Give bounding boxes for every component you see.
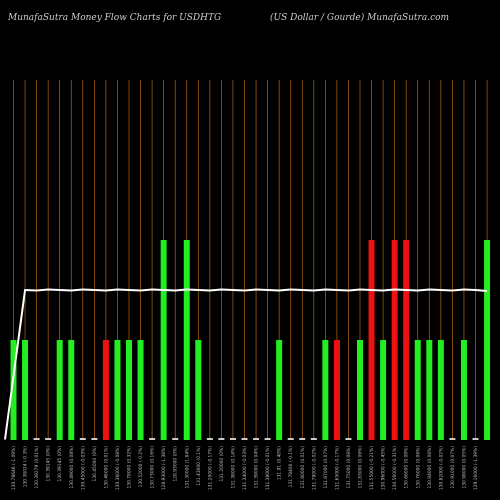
x-tick-label: 130.96000 (-0.45%) — [381, 446, 387, 490]
bar-series — [10, 240, 491, 440]
bar — [149, 438, 156, 440]
bar — [68, 340, 75, 440]
x-tick-label: 128.93000 (-1.38%) — [161, 446, 167, 490]
x-tick-label: 131.83000 (0.06%) — [358, 446, 364, 489]
bar — [391, 240, 398, 440]
bar — [299, 438, 306, 440]
x-tick-label: 131.80000 (0.01%) — [300, 446, 306, 489]
bar-latest — [484, 240, 491, 440]
bar — [22, 340, 29, 440]
x-tick-label: 130.46000 (0.01%) — [103, 446, 109, 489]
x-tick-label: 131.43000 (0.1%) — [196, 446, 202, 486]
x-tick-label: 130.39145 (0%) — [57, 446, 63, 482]
x-tick-label: 130.52000 (-0.2%) — [138, 446, 144, 488]
bar — [472, 438, 479, 440]
bar — [333, 340, 340, 440]
x-tick-label: 130.78646 (-1.09%) — [11, 446, 17, 490]
bar — [206, 438, 213, 440]
bar — [380, 340, 387, 440]
chart-subtitle: (US Dollar / Gourde) MunafaSutra.com — [270, 13, 450, 23]
x-axis-labels: 130.78646 (-1.09%) 130.38024 (-0.3%) 130.3… — [11, 446, 479, 490]
x-tick-label: 131.20000 (-0.17%) — [207, 446, 213, 490]
x-tick-label: 130.91000 (0.07%) — [450, 446, 456, 489]
x-tick-label: 131.30000 (1.84%) — [184, 446, 190, 489]
x-tick-label: 128.93000 (0%) — [173, 446, 179, 482]
x-tick-label: 131.55000 (-0.21%) — [369, 446, 375, 490]
bar — [218, 438, 225, 440]
bar — [368, 240, 375, 440]
bar — [403, 240, 410, 440]
x-tick-label: 130.73000 (0.16%) — [150, 446, 156, 489]
x-tick-label: 131.78400 (-0.1%) — [288, 446, 294, 488]
bar — [172, 438, 179, 440]
chart-title: MunafaSutra Money Flow Charts for USDHTG — [8, 13, 222, 23]
bar — [195, 340, 202, 440]
bar — [264, 438, 271, 440]
bar — [241, 438, 248, 440]
x-tick-label: 131.38000 (0.14%) — [230, 446, 236, 489]
bar — [79, 438, 86, 440]
x-tick-label: 130.68000 (0.09%) — [404, 446, 410, 489]
bar — [229, 438, 236, 440]
bar — [322, 340, 329, 440]
bar — [91, 438, 98, 440]
x-tick-label: 130.36000 (-0.08%) — [115, 446, 121, 490]
bar — [160, 240, 167, 440]
bar — [56, 340, 63, 440]
x-tick-label: 131.65000 (-0.17%) — [334, 446, 340, 490]
money-flow-line-layer — [4, 288, 488, 440]
bar — [310, 438, 317, 440]
bar — [10, 340, 17, 440]
bar — [276, 340, 283, 440]
bar — [345, 438, 352, 440]
x-tick-label: 130.38024 (-0.3%) — [23, 446, 29, 488]
x-tick-label: 130.78000 (0.32%) — [127, 446, 133, 489]
bar — [460, 340, 467, 440]
x-tick-label: 130.98000 (0.05%) — [461, 446, 467, 489]
x-tick-label: 131.20000 (0%) — [219, 446, 225, 482]
x-tick-label: 131.75000 (0.08%) — [346, 446, 352, 489]
x-tick-label: 130.82000 (-0.02%) — [438, 446, 444, 490]
x-tick-label: 130.39279 (0.01%) — [34, 446, 40, 489]
x-tick-label: 131.34000 (-0.03%) — [242, 446, 248, 490]
x-tick-label: 129.16000 (-1.39%) — [473, 446, 479, 490]
bar — [33, 438, 40, 440]
bar — [426, 340, 433, 440]
x-tick-label: 130.39145 (0%) — [46, 446, 52, 482]
x-tick-label: 130.56000 (-0.31%) — [392, 446, 398, 490]
bar — [102, 340, 109, 440]
x-tick-label: 130.76000 (0.06%) — [415, 446, 421, 489]
x-tick-label: 130.45000 (-0.03%) — [80, 446, 86, 490]
bar — [287, 438, 294, 440]
bar — [114, 340, 121, 440]
x-tick-label: 131.38000 (-0.01%) — [265, 446, 271, 490]
x-tick-label: 131.87000 (0.07%) — [323, 446, 329, 489]
x-tick-label: 130.49000 (0.08%) — [69, 446, 75, 489]
money-flow-line — [4, 288, 488, 440]
bar — [126, 340, 132, 440]
bar — [414, 340, 421, 440]
x-tick-label: 131.91 (0.40%) — [277, 446, 283, 480]
bar — [45, 438, 52, 440]
bar — [253, 438, 260, 440]
bar — [437, 340, 444, 440]
bar — [137, 340, 144, 440]
bar — [449, 438, 456, 440]
bar — [357, 340, 363, 440]
x-tick-label: 130.84000 (0.06%) — [427, 446, 433, 489]
x-tick-label: 130.45000 (0%) — [92, 446, 98, 482]
bar — [183, 240, 190, 440]
x-tick-label: 131.39000 (0.04%) — [254, 446, 260, 489]
x-tick-label: 131.78000 (-0.02%) — [311, 446, 317, 490]
